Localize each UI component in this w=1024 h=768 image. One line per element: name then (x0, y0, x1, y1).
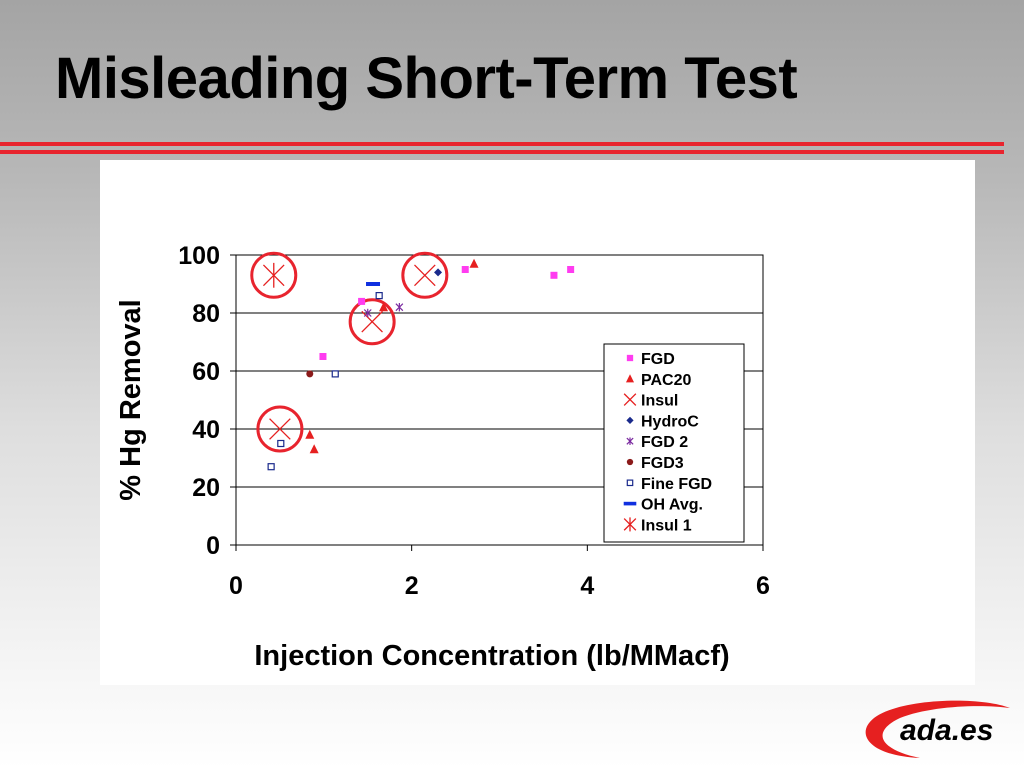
marker-diamond (434, 268, 443, 277)
scatter-chart: 0 20 40 60 80 100 0 2 4 6 Injection Concentration… (115, 242, 770, 672)
legend-label-insul-1: Insul 1 (641, 517, 692, 534)
x-axis-label: Injection Concentration (lb/MMacf) (254, 640, 729, 672)
marker-triangle (379, 302, 389, 312)
point-fgd-2 (461, 266, 469, 273)
marker-square (358, 297, 366, 305)
marker-triangle (305, 429, 315, 439)
point-oh-avg-0 (366, 282, 381, 286)
point-pac20-0 (305, 429, 315, 439)
y-tick-label-60: 60 (192, 358, 220, 386)
highlight-circle-3 (256, 405, 304, 453)
point-fgd-1 (358, 297, 366, 305)
x-tick-label-4: 4 (580, 572, 594, 600)
point-fgd3-0 (306, 370, 314, 378)
point-pac20-1 (309, 444, 319, 454)
legend-marker-fgd (626, 354, 634, 362)
highlight-circles (250, 251, 449, 453)
point-insul-2 (414, 264, 436, 287)
legend-marker-pac20 (625, 374, 635, 383)
legend-marker-insul (623, 393, 637, 406)
logo-swoosh (865, 700, 1010, 758)
legend-label-insul: Insul (641, 393, 678, 410)
marker-square (461, 266, 469, 273)
x-tick-label-0: 0 (229, 572, 243, 600)
x-tick-label-2: 2 (405, 572, 419, 600)
marker-diamond (626, 416, 634, 424)
legend-label-fgd-2: FGD 2 (641, 434, 688, 451)
marker-open-square (626, 479, 634, 487)
y-tick-label-20: 20 (192, 474, 220, 502)
legend-marker-hydroc (626, 416, 634, 424)
marker-triangle (469, 258, 479, 268)
marker-open-square (267, 463, 275, 471)
legend-marker-oh-avg (623, 501, 637, 506)
marker-dash (623, 501, 637, 506)
marker-x-stroke-b (414, 264, 436, 287)
legend-marker-fine-fgd (626, 479, 634, 487)
x-tick-label-6: 6 (756, 572, 770, 600)
axes: 0 20 40 60 80 100 0 2 4 6 (178, 242, 770, 600)
marker-square (626, 354, 634, 362)
highlight-circle-0 (250, 251, 298, 299)
ada-es-logo: ada.es (865, 700, 1010, 758)
chart-panel: 0 20 40 60 80 100 0 2 4 6 Injection Concentration… (100, 160, 975, 685)
marker-circle (626, 458, 634, 466)
legend-label-fgd3: FGD3 (641, 455, 684, 472)
point-fgd-3 (550, 271, 558, 279)
title-rule-top (0, 142, 1004, 146)
y-axis-label: % Hg Removal (115, 299, 147, 500)
legend-items: FGD PAC20 Insul HydroC FGD 2 FGD3 Fine FGD OH … (623, 351, 712, 534)
point-fgd-0 (319, 353, 327, 360)
point-fine-fgd-3 (375, 292, 383, 300)
marker-x-stroke-b (623, 393, 637, 406)
marker-open-square (277, 439, 285, 448)
y-tick-label-40: 40 (192, 416, 220, 444)
point-fgd-4 (567, 266, 575, 273)
point-fine-fgd-2 (331, 370, 339, 378)
point-fgd-2-1 (395, 303, 404, 312)
title-rule-bottom (0, 150, 1004, 154)
y-tick-label-0: 0 (206, 532, 220, 560)
point-pac20-3 (469, 258, 479, 268)
marker-square (319, 353, 327, 360)
logo-text: ada.es (900, 714, 993, 747)
point-fine-fgd-0 (267, 463, 275, 471)
legend-label-fgd: FGD (641, 351, 675, 368)
marker-triangle (309, 444, 319, 454)
legend: FGD PAC20 Insul HydroC FGD 2 FGD3 Fine FGD OH … (603, 343, 745, 543)
point-fine-fgd-1 (277, 439, 285, 448)
marker-open-square (375, 292, 383, 300)
point-insul-1-0 (262, 262, 285, 288)
y-tick-label-100: 100 (178, 242, 220, 270)
point-pac20-2 (379, 302, 389, 312)
point-fgd-2-0 (363, 308, 372, 318)
legend-marker-fgd3 (626, 458, 634, 466)
legend-marker-fgd-2 (626, 437, 634, 445)
legend-box (603, 343, 745, 543)
marker-x-stroke-b (269, 418, 291, 440)
marker-dash (366, 282, 381, 286)
point-hydroc-0 (434, 268, 443, 277)
y-tick-label-80: 80 (192, 300, 220, 328)
marker-square (567, 266, 575, 273)
marker-open-square (331, 370, 339, 378)
marker-square (550, 271, 558, 279)
slide-title: Misleading Short-Term Test (55, 46, 798, 111)
highlight-circle-1 (401, 251, 449, 299)
legend-label-hydroc: HydroC (641, 413, 699, 430)
marker-triangle (625, 374, 635, 383)
highlight-circle-2 (348, 298, 396, 346)
data-points (262, 258, 575, 471)
point-insul-0 (269, 418, 291, 440)
legend-label-oh-avg: OH Avg. (641, 497, 703, 514)
legend-marker-insul-1 (623, 517, 637, 532)
legend-label-pac20: PAC20 (641, 372, 691, 389)
legend-label-fine-fgd: Fine FGD (641, 476, 712, 493)
marker-x-stroke-b (361, 310, 383, 333)
marker-circle (306, 370, 314, 378)
